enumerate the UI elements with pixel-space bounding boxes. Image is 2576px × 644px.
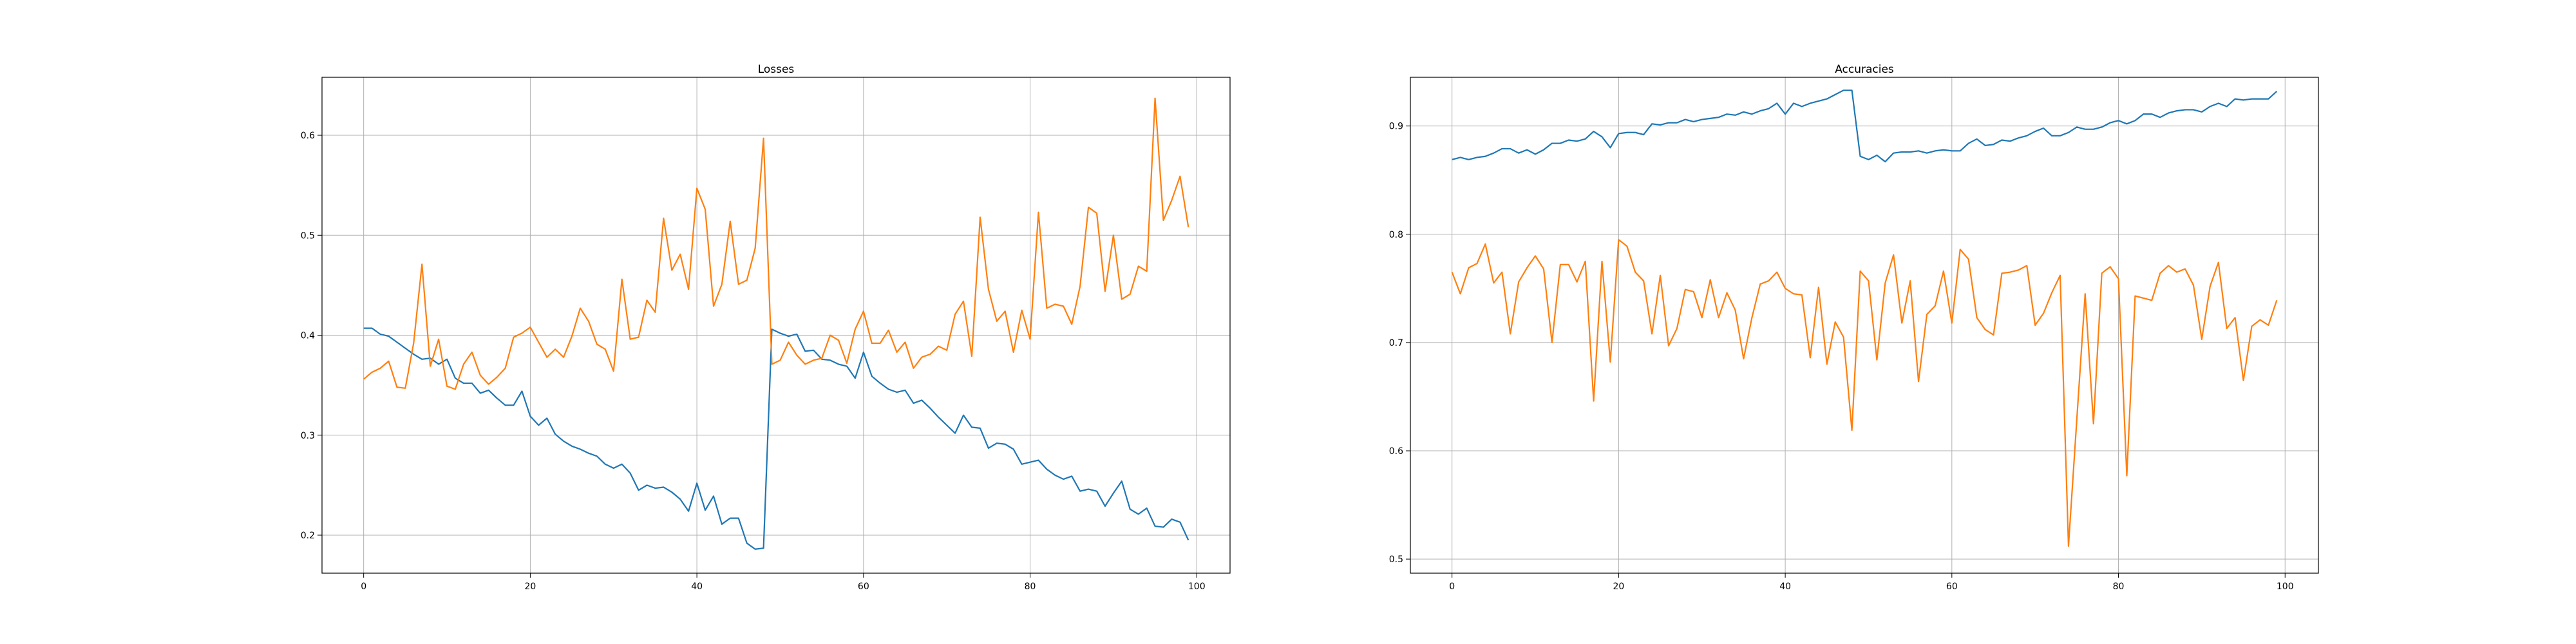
accuracies-series — [1451, 90, 2278, 547]
accuracies-x-tick-label: 80 — [2113, 582, 2125, 592]
accuracies-x-tick-label: 100 — [2277, 582, 2294, 592]
losses-x-tick-label: 0 — [361, 582, 366, 592]
accuracies-x-tick-label: 40 — [1779, 582, 1791, 592]
losses-x-tick-label: 60 — [858, 582, 869, 592]
losses-plot-frame — [321, 77, 1231, 574]
losses-grid — [322, 77, 1230, 573]
losses-chart: Losses 0 20 40 60 80 100 0.2 0.3 0.4 0.5 0.6 — [301, 63, 1231, 592]
losses-series-line-2 — [363, 97, 1189, 390]
losses-x-tick-label: 80 — [1025, 582, 1036, 592]
losses-y-tick-label: 0.5 — [301, 231, 315, 241]
accuracies-y-tick-label: 0.8 — [1389, 230, 1403, 240]
losses-x-tick-label: 40 — [691, 582, 703, 592]
accuracies-y-tick-label: 0.7 — [1389, 338, 1403, 348]
accuracies-y-tick-label: 0.5 — [1389, 554, 1403, 565]
accuracies-chart-title: Accuracies — [1835, 63, 1894, 76]
accuracies-series-line-1 — [1452, 90, 2278, 163]
accuracies-chart: Accuracies 0 20 40 60 80 100 0.5 0.6 0.7 0.8 0.9 — [1389, 63, 2319, 592]
accuracies-series-line-2 — [1451, 239, 2278, 547]
losses-y-tick-label: 0.2 — [301, 531, 315, 541]
accuracies-y-tick-label: 0.9 — [1389, 122, 1403, 132]
losses-y-tick-label: 0.6 — [301, 131, 315, 141]
accuracies-ticks: 0 20 40 60 80 100 0.5 0.6 0.7 0.8 0.9 — [1389, 122, 2294, 592]
accuracies-x-tick-label: 0 — [1449, 582, 1455, 592]
accuracies-grid — [1410, 77, 2318, 573]
losses-series — [363, 97, 1189, 550]
losses-chart-title: Losses — [758, 63, 795, 76]
losses-series-line-1 — [363, 327, 1189, 550]
losses-x-tick-label: 20 — [524, 582, 536, 592]
losses-ticks: 0 20 40 60 80 100 0.2 0.3 0.4 0.5 0.6 — [301, 131, 1206, 592]
losses-y-tick-label: 0.3 — [301, 431, 315, 441]
accuracies-plot-frame — [1410, 77, 2319, 574]
losses-x-tick-label: 100 — [1188, 582, 1206, 592]
accuracies-x-tick-label: 20 — [1613, 582, 1624, 592]
accuracies-x-tick-label: 60 — [1946, 582, 1958, 592]
losses-y-tick-label: 0.4 — [301, 331, 315, 341]
accuracies-y-tick-label: 0.6 — [1389, 446, 1403, 457]
